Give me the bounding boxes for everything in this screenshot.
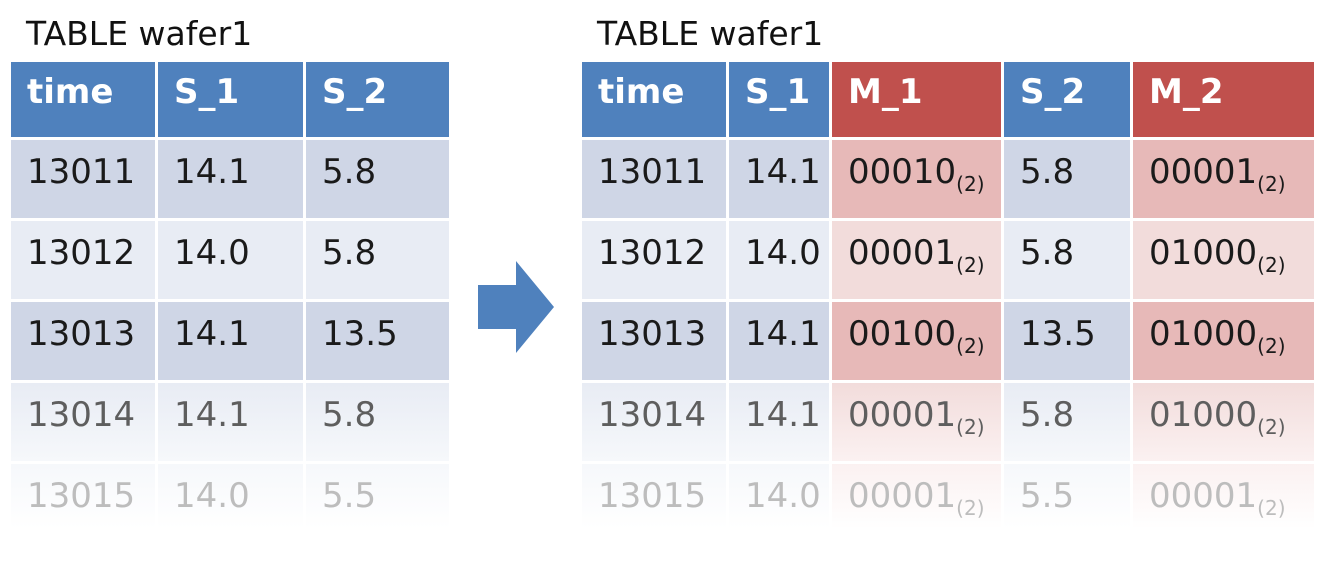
cell-m1: 00001(2) bbox=[832, 464, 1004, 532]
header-m1: M_1 bbox=[832, 62, 1004, 140]
cell-s2: 5.8 bbox=[1004, 383, 1133, 464]
cell-s2: 5.8 bbox=[1004, 221, 1133, 302]
cell-time: 13012 bbox=[11, 221, 158, 302]
left-table-header-row: time S_1 S_2 bbox=[11, 62, 452, 140]
table-row: 13013 14.1 00100(2) 13.5 01000(2) bbox=[582, 302, 1317, 383]
cell-s2: 5.8 bbox=[306, 383, 452, 464]
table-row: 13014 14.1 00001(2) 5.8 01000(2) bbox=[582, 383, 1317, 464]
table-row: 13012 14.0 00001(2) 5.8 01000(2) bbox=[582, 221, 1317, 302]
cell-s1: 14.1 bbox=[158, 383, 306, 464]
cell-m2: 01000(2) bbox=[1133, 383, 1317, 464]
right-table: time S_1 M_1 S_2 M_2 13011 14.1 00010(2)… bbox=[582, 62, 1317, 532]
table-row: 13013 14.1 13.5 bbox=[11, 302, 452, 383]
cell-s2: 5.8 bbox=[1004, 140, 1133, 221]
cell-time: 13014 bbox=[11, 383, 158, 464]
cell-m2: 00001(2) bbox=[1133, 140, 1317, 221]
header-time: time bbox=[582, 62, 729, 140]
cell-s1: 14.1 bbox=[729, 302, 832, 383]
cell-s2: 5.5 bbox=[306, 464, 452, 532]
header-s2: S_2 bbox=[1004, 62, 1133, 140]
cell-m2: 00001(2) bbox=[1133, 464, 1317, 532]
right-arrow-icon bbox=[478, 261, 554, 357]
cell-time: 13013 bbox=[582, 302, 729, 383]
cell-m1: 00100(2) bbox=[832, 302, 1004, 383]
cell-time: 13014 bbox=[582, 383, 729, 464]
left-table: time S_1 S_2 13011 14.1 5.8 13012 14.0 5… bbox=[11, 62, 452, 532]
header-m2: M_2 bbox=[1133, 62, 1317, 140]
cell-time: 13011 bbox=[11, 140, 158, 221]
cell-m1: 00001(2) bbox=[832, 221, 1004, 302]
cell-time: 13011 bbox=[582, 140, 729, 221]
cell-time: 13015 bbox=[11, 464, 158, 532]
right-table-title: TABLE wafer1 bbox=[597, 14, 824, 53]
table-row: 13014 14.1 5.8 bbox=[11, 383, 452, 464]
cell-s2: 13.5 bbox=[306, 302, 452, 383]
header-time: time bbox=[11, 62, 158, 140]
cell-m2: 01000(2) bbox=[1133, 221, 1317, 302]
right-table-header-row: time S_1 M_1 S_2 M_2 bbox=[582, 62, 1317, 140]
cell-time: 13013 bbox=[11, 302, 158, 383]
table-row: 13011 14.1 5.8 bbox=[11, 140, 452, 221]
header-s1: S_1 bbox=[158, 62, 306, 140]
cell-s1: 14.0 bbox=[158, 464, 306, 532]
cell-s2: 5.8 bbox=[306, 140, 452, 221]
table-row: 13015 14.0 00001(2) 5.5 00001(2) bbox=[582, 464, 1317, 532]
cell-s1: 14.1 bbox=[158, 302, 306, 383]
left-table-title: TABLE wafer1 bbox=[26, 14, 253, 53]
table-row: 13012 14.0 5.8 bbox=[11, 221, 452, 302]
cell-s1: 14.1 bbox=[158, 140, 306, 221]
cell-s1: 14.0 bbox=[729, 221, 832, 302]
header-s2: S_2 bbox=[306, 62, 452, 140]
table-row: 13015 14.0 5.5 bbox=[11, 464, 452, 532]
cell-s2: 13.5 bbox=[1004, 302, 1133, 383]
cell-s2: 5.5 bbox=[1004, 464, 1133, 532]
cell-m1: 00010(2) bbox=[832, 140, 1004, 221]
cell-s1: 14.0 bbox=[158, 221, 306, 302]
cell-m2: 01000(2) bbox=[1133, 302, 1317, 383]
header-s1: S_1 bbox=[729, 62, 832, 140]
cell-m1: 00001(2) bbox=[832, 383, 1004, 464]
cell-time: 13012 bbox=[582, 221, 729, 302]
cell-s2: 5.8 bbox=[306, 221, 452, 302]
cell-time: 13015 bbox=[582, 464, 729, 532]
cell-s1: 14.1 bbox=[729, 383, 832, 464]
cell-s1: 14.0 bbox=[729, 464, 832, 532]
cell-s1: 14.1 bbox=[729, 140, 832, 221]
table-row: 13011 14.1 00010(2) 5.8 00001(2) bbox=[582, 140, 1317, 221]
